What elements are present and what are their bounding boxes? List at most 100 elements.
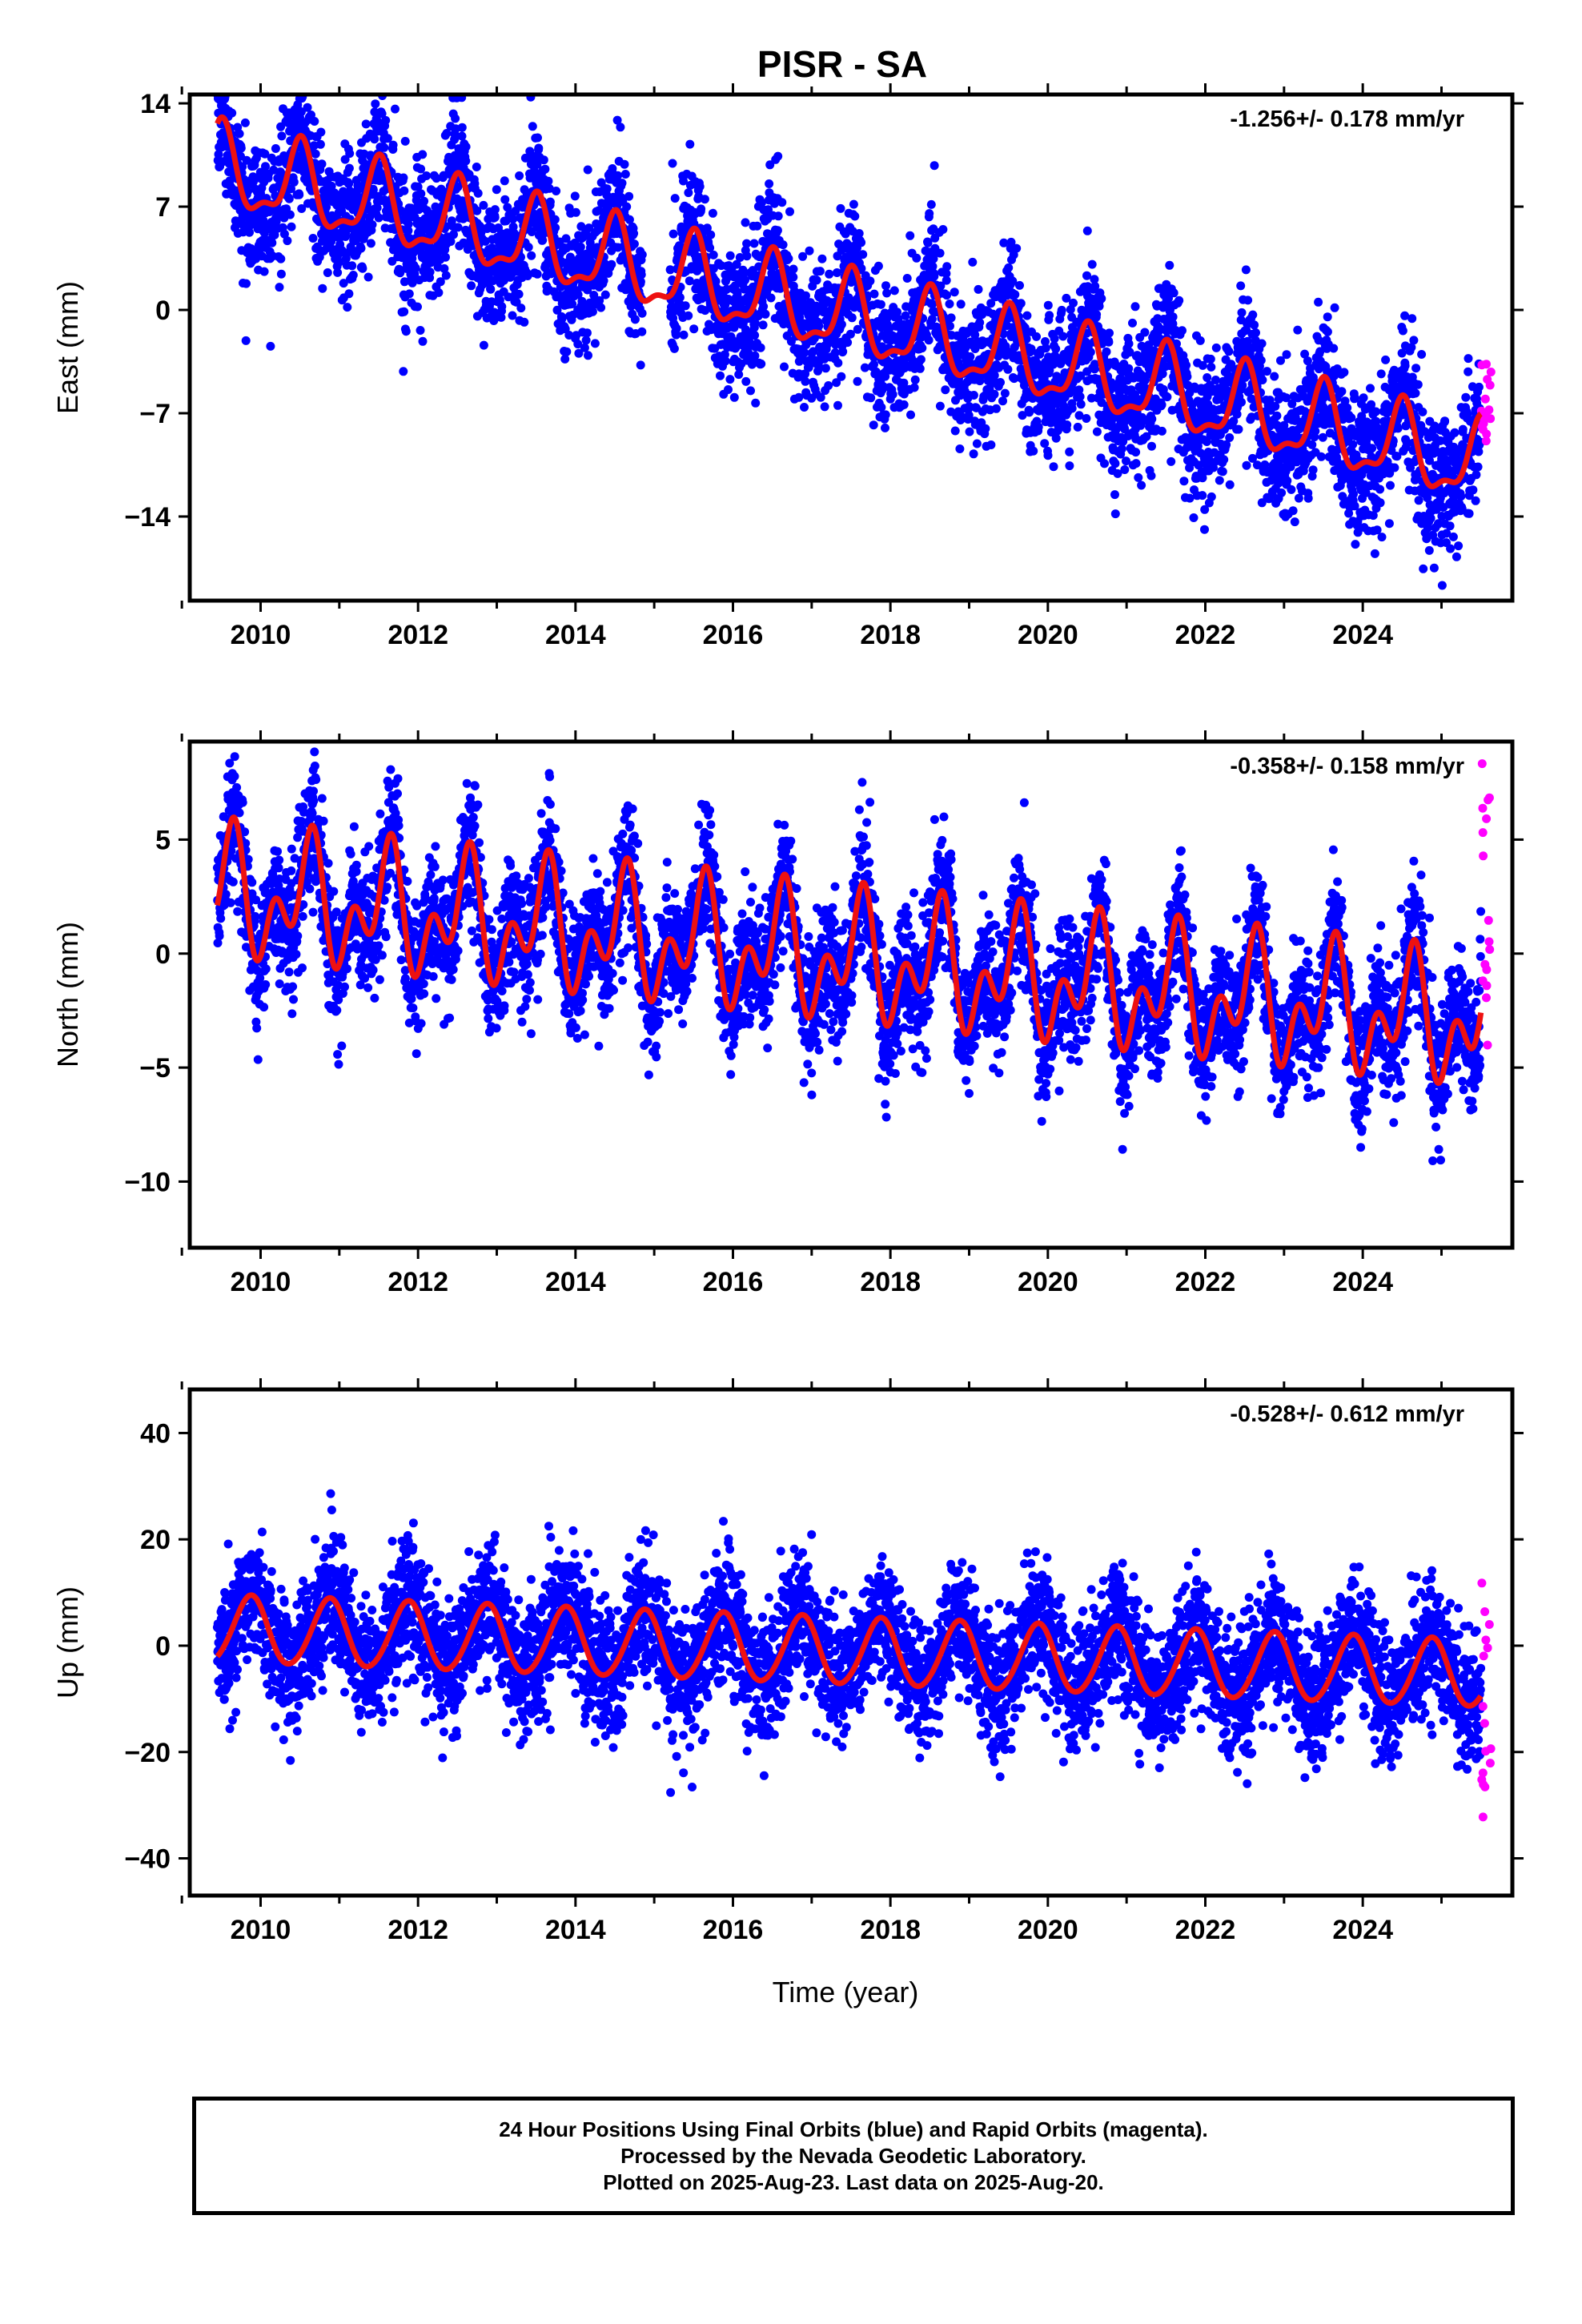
final-orbit-point bbox=[292, 78, 301, 86]
final-orbit-point bbox=[1179, 476, 1189, 486]
final-orbit-point bbox=[1277, 488, 1287, 497]
final-orbit-point bbox=[789, 264, 798, 274]
final-orbit-point bbox=[1348, 440, 1358, 449]
final-orbit-point bbox=[374, 166, 383, 175]
final-orbit-point bbox=[400, 136, 410, 146]
final-orbit-point bbox=[1290, 517, 1299, 527]
final-orbit-point bbox=[225, 27, 234, 36]
final-orbit-point bbox=[1375, 498, 1385, 508]
final-orbit-point bbox=[1049, 462, 1058, 472]
final-orbit-point bbox=[858, 250, 868, 259]
final-orbit-point bbox=[1022, 311, 1032, 320]
final-orbit-point bbox=[374, 213, 383, 223]
final-orbit-point bbox=[374, 48, 383, 57]
final-orbit-point bbox=[361, 119, 371, 129]
final-orbit-point bbox=[1032, 332, 1041, 341]
final-orbit-point bbox=[270, 230, 279, 239]
final-orbit-point bbox=[1207, 362, 1216, 372]
final-orbit-point bbox=[266, 341, 275, 351]
final-orbit-point bbox=[1189, 513, 1199, 522]
final-orbit-point bbox=[616, 123, 625, 132]
final-orbit-point bbox=[533, 133, 542, 143]
final-orbit-point bbox=[1198, 491, 1207, 501]
final-orbit-point bbox=[1206, 354, 1215, 364]
final-orbit-point bbox=[902, 274, 912, 283]
final-orbit-point bbox=[637, 308, 647, 318]
final-orbit-point bbox=[379, 143, 389, 152]
final-orbit-point bbox=[600, 290, 610, 300]
final-orbit-point bbox=[741, 218, 750, 227]
final-orbit-point bbox=[388, 140, 398, 150]
final-orbit-point bbox=[1288, 506, 1298, 516]
final-orbit-point bbox=[636, 360, 645, 370]
final-orbit-point bbox=[1250, 320, 1259, 330]
final-orbit-point bbox=[1282, 350, 1291, 360]
final-orbit-point bbox=[420, 196, 429, 206]
final-orbit-point bbox=[473, 188, 483, 198]
final-orbit-point bbox=[873, 261, 883, 271]
final-orbit-point bbox=[442, 129, 452, 138]
final-orbit-point bbox=[436, 277, 445, 287]
final-orbit-point bbox=[1270, 372, 1279, 381]
final-orbit-point bbox=[695, 182, 705, 191]
final-orbit-point bbox=[333, 267, 343, 277]
final-orbit-point bbox=[935, 401, 945, 411]
final-orbit-point bbox=[539, 155, 548, 165]
final-orbit-point bbox=[480, 236, 490, 246]
final-orbit-point bbox=[865, 276, 875, 286]
final-orbit-point bbox=[778, 240, 788, 250]
final-orbit-point bbox=[490, 205, 500, 215]
final-orbit-point bbox=[794, 392, 804, 402]
final-orbit-point bbox=[1087, 259, 1097, 269]
final-orbit-point bbox=[368, 185, 378, 195]
final-orbit-point bbox=[789, 272, 798, 282]
final-orbit-point bbox=[381, 115, 391, 125]
final-orbit-point bbox=[413, 302, 422, 312]
final-orbit-point bbox=[946, 321, 954, 331]
final-orbit-point bbox=[467, 281, 476, 291]
final-orbit-point bbox=[668, 159, 677, 168]
final-orbit-point bbox=[938, 225, 948, 234]
final-orbit-point bbox=[560, 354, 570, 364]
final-orbit-point bbox=[969, 391, 978, 400]
final-orbit-point bbox=[669, 344, 679, 353]
final-orbit-point bbox=[742, 251, 752, 261]
final-orbit-point bbox=[1062, 420, 1072, 429]
final-orbit-point bbox=[279, 229, 289, 239]
final-orbit-point bbox=[1174, 296, 1184, 305]
final-orbit-point bbox=[1263, 367, 1271, 376]
final-orbit-point bbox=[916, 355, 926, 364]
final-orbit-point bbox=[323, 268, 332, 277]
final-orbit-point bbox=[348, 271, 358, 279]
final-orbit-point bbox=[869, 420, 878, 430]
final-orbit-point bbox=[1211, 343, 1221, 352]
final-orbit-point bbox=[399, 367, 408, 376]
final-orbit-point bbox=[986, 440, 996, 449]
final-orbit-point bbox=[486, 284, 496, 294]
final-orbit-point bbox=[751, 398, 761, 408]
final-orbit-point bbox=[700, 195, 709, 204]
final-orbit-point bbox=[315, 139, 325, 149]
final-orbit-point bbox=[339, 279, 348, 288]
final-orbit-point bbox=[283, 236, 292, 246]
final-orbit-point bbox=[590, 339, 600, 348]
final-orbit-point bbox=[765, 179, 774, 188]
final-orbit-point bbox=[629, 239, 639, 249]
final-orbit-point bbox=[219, 85, 228, 94]
final-orbit-point bbox=[1225, 480, 1235, 489]
final-orbit-point bbox=[449, 230, 458, 239]
final-orbit-point bbox=[472, 163, 481, 171]
final-orbit-point bbox=[1147, 441, 1156, 451]
final-orbit-point bbox=[721, 356, 730, 366]
final-orbit-point bbox=[901, 311, 910, 320]
final-orbit-point bbox=[877, 403, 886, 412]
final-orbit-point bbox=[1218, 467, 1227, 476]
final-orbit-point bbox=[284, 194, 294, 203]
final-orbit-point bbox=[245, 227, 254, 237]
final-orbit-point bbox=[453, 223, 463, 232]
final-orbit-point bbox=[725, 375, 735, 384]
final-orbit-point bbox=[290, 64, 299, 73]
final-orbit-point bbox=[617, 179, 627, 188]
final-orbit-point bbox=[888, 390, 897, 399]
